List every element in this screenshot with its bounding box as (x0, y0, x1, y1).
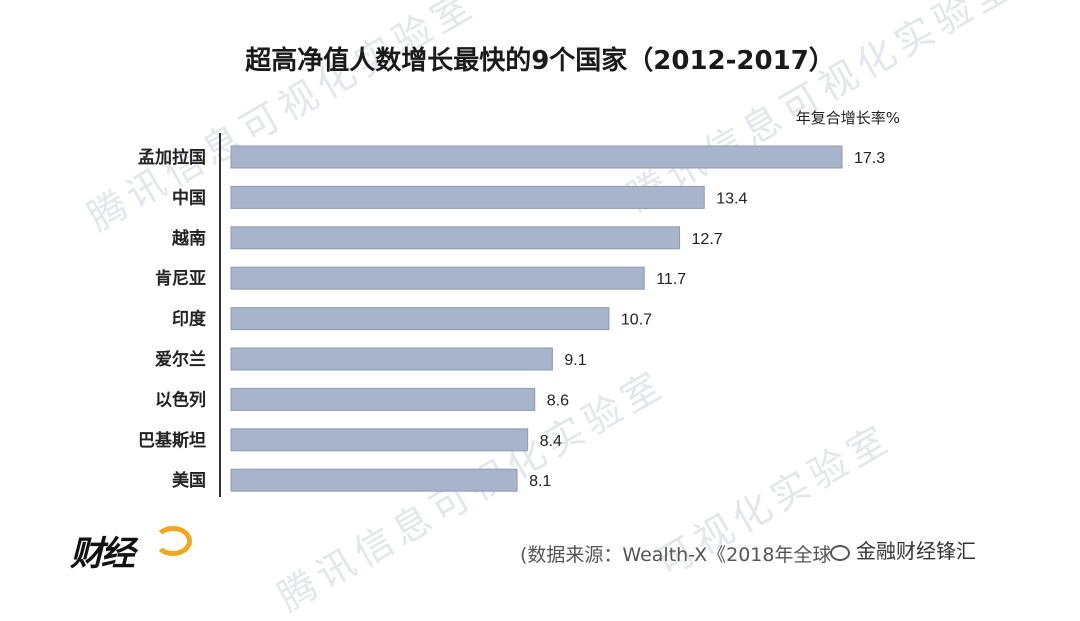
category-label: 巴基斯坦 (138, 430, 206, 451)
value-label: 8.6 (547, 392, 569, 409)
bar-chart: 孟加拉国 17.3 中国 13.4 越南 12.7 肯尼亚 11.7 印度 10.7 爱尔兰 9.1 以… (138, 133, 885, 497)
value-label: 12.7 (692, 231, 723, 248)
value-label: 8.4 (540, 433, 562, 450)
bar (230, 266, 645, 290)
bar (230, 185, 705, 209)
logo-text: 财经 (70, 534, 135, 574)
category-label: 肯尼亚 (155, 268, 206, 289)
wechat-account-name: 金融财经锋汇 (856, 539, 976, 563)
value-label: 10.7 (621, 312, 652, 329)
value-label: 13.4 (716, 190, 747, 207)
bar (230, 307, 610, 331)
bar (230, 145, 843, 169)
unit-label: 年复合增长率% (795, 109, 900, 127)
value-label: 8.1 (529, 473, 551, 490)
bar (230, 428, 529, 452)
chart-title: 超高净值人数增长最快的9个国家（2012-2017） (245, 46, 835, 76)
category-label: 爱尔兰 (155, 349, 206, 370)
source-note: (数据来源：Wealth-X《2018年全球 (520, 544, 832, 566)
logo-swirl-icon (154, 526, 192, 556)
category-label: 美国 (172, 470, 206, 491)
category-label: 以色列 (155, 389, 206, 410)
brand-logo: 财经 (70, 520, 200, 574)
value-label: 11.7 (656, 271, 686, 288)
bar (230, 387, 536, 411)
wechat-icon (830, 544, 850, 561)
category-label: 印度 (172, 309, 207, 330)
value-label: 17.3 (854, 150, 885, 167)
category-label: 孟加拉国 (138, 147, 206, 168)
value-label: 9.1 (564, 352, 586, 369)
bar (230, 226, 681, 250)
bar (230, 347, 553, 371)
category-label: 越南 (171, 228, 206, 249)
wechat-account: 金融财经锋汇 (830, 535, 976, 564)
bar (230, 468, 518, 492)
category-label: 中国 (172, 187, 206, 208)
